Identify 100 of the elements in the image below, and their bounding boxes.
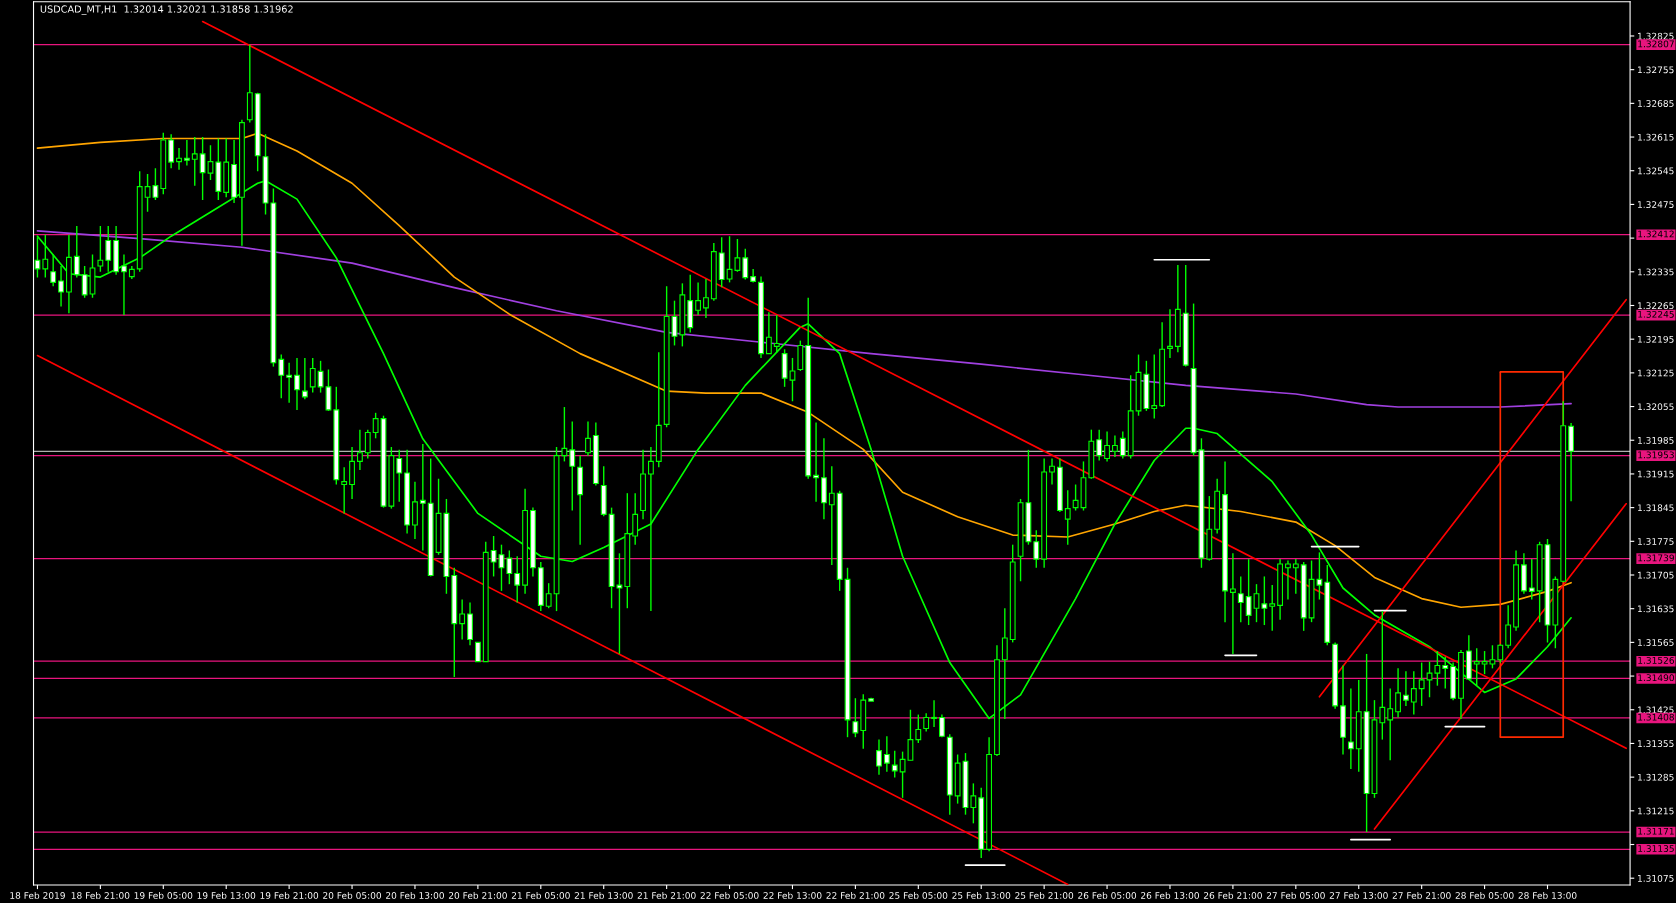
candlestick: [58, 265, 64, 308]
candlestick: [1292, 558, 1299, 595]
candlestick: [121, 253, 127, 316]
x-tick-label: 22 Feb 05:00: [700, 891, 759, 899]
x-tick-label: 26 Feb 21:00: [1203, 891, 1262, 899]
candlestick: [514, 555, 521, 604]
y-tick-label: 1.31915: [1638, 470, 1674, 478]
candlestick: [341, 466, 348, 515]
x-tick-label: 20 Feb 05:00: [323, 891, 382, 899]
ref-line-label: 1.31526: [1638, 656, 1675, 664]
candlestick: [1505, 604, 1512, 649]
candlestick: [813, 421, 819, 503]
candlestick: [309, 357, 316, 394]
y-tick-label: 1.31075: [1638, 874, 1674, 882]
candlestick: [105, 225, 112, 273]
candlestick: [828, 465, 835, 566]
y-tick-label: 1.32335: [1638, 268, 1674, 276]
candlestick: [97, 225, 104, 273]
candlestick: [647, 446, 654, 612]
y-tick-label: 1.31705: [1638, 571, 1674, 579]
y-tick-label: 1.32265: [1638, 302, 1674, 310]
candlestick: [1119, 430, 1126, 460]
candlestick: [412, 480, 418, 540]
candlestick: [1237, 575, 1244, 623]
candlestick: [1528, 558, 1535, 601]
candlestick: [176, 147, 182, 171]
x-tick-label: 27 Feb 21:00: [1392, 891, 1451, 899]
candlestick: [183, 139, 190, 167]
candlestick: [569, 420, 576, 512]
candlestick: [278, 353, 285, 400]
candlestick: [1229, 552, 1236, 655]
x-tick-label: 21 Feb 21:00: [637, 891, 696, 899]
candlestick: [1387, 687, 1394, 761]
candlestick: [852, 697, 859, 738]
y-tick-label: 1.32125: [1638, 369, 1674, 377]
x-tick-label: 21 Feb 13:00: [574, 891, 633, 899]
candlestick: [168, 133, 175, 170]
ref-line-label: 1.32807: [1638, 40, 1674, 48]
candlestick: [50, 253, 57, 287]
y-tick-label: 1.32545: [1638, 167, 1674, 175]
ref-line-label: 1.32412: [1638, 230, 1674, 238]
x-tick-label: 26 Feb 05:00: [1078, 891, 1137, 899]
candlestick: [1167, 308, 1173, 359]
candlestick: [931, 699, 937, 728]
candlestick: [1442, 656, 1449, 690]
candlestick: [1403, 670, 1409, 707]
candlestick: [1269, 584, 1276, 632]
x-tick-label: 28 Feb 13:00: [1518, 891, 1577, 899]
y-tick-label: 1.32755: [1638, 66, 1674, 74]
candlestick: [695, 281, 702, 316]
x-tick-label: 22 Feb 13:00: [763, 891, 822, 899]
candlestick: [1096, 428, 1103, 462]
candlestick: [1151, 353, 1158, 420]
candlestick: [923, 712, 930, 733]
candlestick: [459, 598, 466, 641]
x-tick-label: 20 Feb 13:00: [386, 891, 444, 899]
x-tick-label: 27 Feb 05:00: [1266, 891, 1325, 899]
ref-line-label: 1.31135: [1638, 845, 1674, 852]
candlestick: [1410, 670, 1417, 716]
y-tick-label: 1.31985: [1638, 436, 1674, 444]
y-tick-label: 1.31425: [1638, 706, 1674, 714]
candlestick: [1104, 430, 1110, 463]
candlestick: [356, 428, 363, 471]
candlestick: [419, 443, 426, 552]
y-tick-label: 1.32055: [1638, 403, 1674, 411]
x-tick-label: 18 Feb 21:00: [71, 891, 130, 899]
ref-line-label: 1.31408: [1638, 713, 1674, 721]
candlestick: [301, 357, 308, 401]
candlestick: [1395, 667, 1401, 719]
x-tick-label: 25 Feb 13:00: [952, 891, 1011, 899]
candlestick: [396, 449, 403, 503]
candlestick: [891, 749, 898, 779]
ref-line-label: 1.31171: [1638, 827, 1674, 835]
candlestick: [1033, 529, 1040, 569]
x-tick-label: 19 Feb 21:00: [260, 891, 319, 899]
y-tick-label: 1.31215: [1638, 807, 1674, 815]
candlestick: [191, 136, 198, 187]
candlestick: [506, 549, 513, 585]
y-tick-label: 1.31355: [1638, 740, 1674, 747]
candlestick: [1049, 457, 1055, 486]
x-tick-label: 25 Feb 05:00: [889, 891, 948, 899]
x-tick-label: 19 Feb 13:00: [197, 891, 256, 899]
ref-line-label: 1.31953: [1638, 451, 1674, 459]
y-tick-label: 1.32685: [1638, 100, 1674, 107]
x-tick-label: 18 Feb 2019: [10, 891, 65, 899]
candlestick: [632, 492, 639, 546]
candlestick: [474, 641, 481, 663]
y-tick-label: 1.32475: [1638, 201, 1674, 208]
y-tick-label: 1.31845: [1638, 504, 1674, 512]
y-tick-label: 1.32195: [1638, 335, 1674, 343]
candlestick: [545, 582, 552, 609]
ref-line-label: 1.31490: [1638, 674, 1674, 682]
ref-line-label: 1.32245: [1638, 310, 1674, 318]
y-tick-label: 1.32615: [1638, 133, 1674, 141]
ref-line-label: 1.31739: [1638, 554, 1674, 562]
y-tick-label: 1.31635: [1638, 605, 1674, 613]
x-tick-label: 21 Feb 05:00: [511, 891, 570, 899]
chart-title: USDCAD_MT,H1 1.32014 1.32021 1.31858 1.31962: [40, 5, 293, 15]
line-series: [36, 230, 1572, 408]
candlestick: [703, 278, 709, 319]
